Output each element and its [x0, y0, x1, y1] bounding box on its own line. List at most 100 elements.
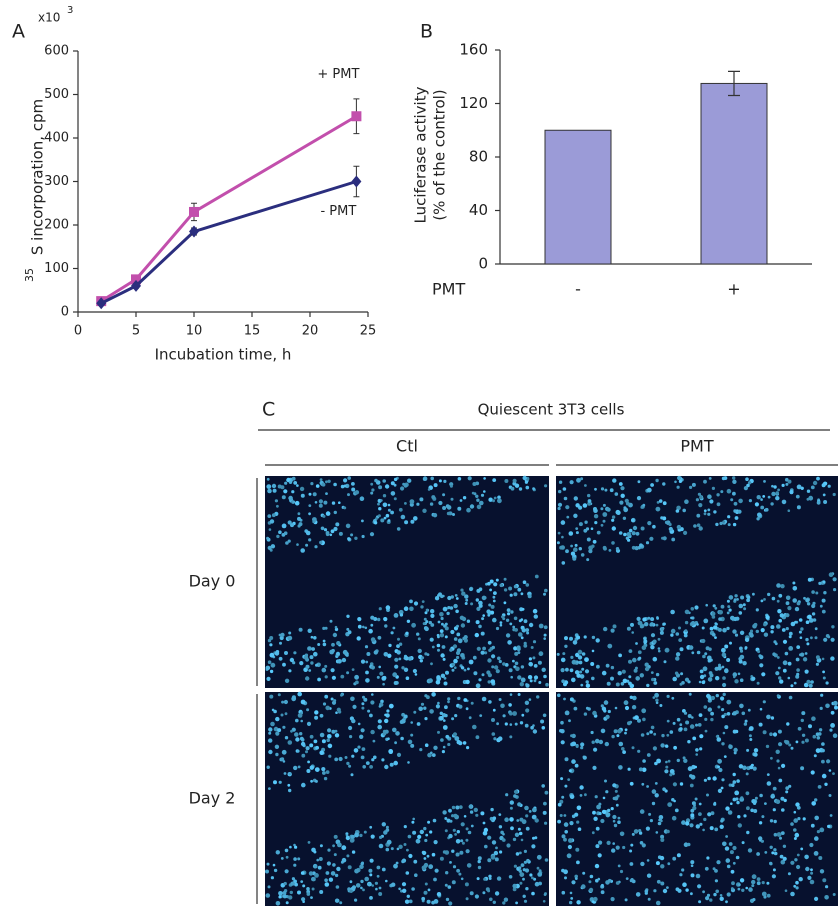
cell-nucleus	[698, 713, 703, 717]
cell-nucleus	[647, 521, 652, 526]
cell-nucleus	[310, 779, 313, 783]
cell-nucleus	[651, 677, 655, 682]
cell-nucleus	[525, 683, 528, 686]
cell-nucleus	[392, 626, 396, 630]
cell-nucleus	[380, 518, 385, 523]
x-tick-label: +	[727, 280, 740, 299]
cell-nucleus	[641, 767, 647, 773]
cell-nucleus	[820, 693, 824, 697]
cell-nucleus	[393, 477, 398, 482]
cell-nucleus	[623, 532, 627, 537]
cell-nucleus	[723, 755, 727, 758]
cell-nucleus	[659, 704, 663, 707]
cell-nucleus	[465, 707, 469, 711]
cell-nucleus	[370, 637, 376, 642]
cell-nucleus	[687, 714, 692, 718]
cell-nucleus	[626, 532, 632, 537]
cell-nucleus	[357, 745, 361, 749]
cell-nucleus	[532, 640, 537, 644]
cell-nucleus	[441, 622, 444, 626]
cell-nucleus	[795, 880, 799, 885]
micrographs	[265, 475, 838, 906]
cell-nucleus	[319, 713, 324, 718]
cell-nucleus	[624, 898, 628, 902]
cell-nucleus	[695, 873, 701, 879]
cell-nucleus	[357, 722, 361, 726]
cell-nucleus	[560, 720, 564, 725]
cell-nucleus	[476, 646, 481, 651]
cell-nucleus	[649, 819, 654, 823]
cell-nucleus	[278, 633, 282, 637]
cell-nucleus	[297, 512, 301, 516]
cell-nucleus	[714, 622, 718, 625]
cell-nucleus	[715, 889, 719, 894]
cell-nucleus	[703, 817, 707, 822]
cell-nucleus	[681, 820, 686, 825]
cell-nucleus	[752, 766, 757, 771]
cell-nucleus	[660, 864, 665, 869]
y-tick-label: 300	[44, 174, 69, 189]
cell-nucleus	[433, 483, 438, 488]
cell-nucleus	[727, 523, 731, 527]
cell-nucleus	[575, 745, 579, 748]
cell-nucleus	[793, 818, 798, 823]
cell-nucleus	[361, 706, 365, 710]
cell-nucleus	[776, 832, 782, 837]
cell-nucleus	[451, 849, 455, 853]
cell-nucleus	[592, 710, 597, 716]
cell-nucleus	[371, 693, 374, 696]
cell-nucleus	[463, 638, 468, 643]
cell-nucleus	[402, 482, 406, 486]
cell-nucleus	[346, 854, 350, 858]
cell-nucleus	[613, 823, 618, 828]
cell-nucleus	[487, 581, 491, 586]
cell-nucleus	[808, 683, 813, 688]
cell-nucleus	[322, 702, 327, 706]
cell-nucleus	[670, 633, 674, 637]
cell-nucleus	[785, 477, 789, 482]
cell-nucleus	[467, 830, 472, 835]
cell-nucleus	[333, 699, 337, 703]
cell-nucleus	[678, 626, 681, 630]
cell-nucleus	[394, 664, 399, 669]
cell-nucleus	[310, 482, 314, 486]
cell-nucleus	[311, 877, 316, 882]
cell-nucleus	[726, 892, 731, 897]
cell-nucleus	[323, 776, 328, 781]
cell-nucleus	[524, 700, 530, 705]
cell-nucleus	[686, 842, 691, 847]
cell-nucleus	[809, 879, 815, 885]
cell-nucleus	[493, 850, 499, 856]
cell-nucleus	[503, 577, 507, 581]
cell-nucleus	[703, 618, 709, 624]
cell-nucleus	[811, 801, 816, 806]
cell-nucleus	[519, 872, 525, 877]
cell-nucleus	[398, 887, 401, 891]
cell-nucleus	[387, 508, 391, 512]
cell-nucleus	[815, 655, 820, 660]
cell-nucleus	[365, 670, 369, 675]
cell-nucleus	[803, 596, 806, 600]
cell-nucleus	[557, 506, 561, 511]
cell-nucleus	[266, 536, 270, 540]
cell-nucleus	[629, 695, 633, 699]
cell-nucleus	[792, 598, 797, 603]
cell-nucleus	[796, 505, 801, 510]
cell-nucleus	[520, 636, 524, 640]
cell-nucleus	[560, 545, 565, 550]
cell-nucleus	[571, 880, 576, 885]
cell-nucleus	[665, 765, 669, 769]
cell-nucleus	[565, 505, 570, 510]
cell-nucleus	[407, 656, 412, 661]
cell-nucleus	[309, 655, 314, 660]
cell-nucleus	[510, 675, 513, 679]
cell-nucleus	[605, 714, 610, 720]
cell-nucleus	[605, 663, 610, 668]
cell-nucleus	[766, 893, 771, 898]
cell-nucleus	[816, 830, 821, 834]
cell-nucleus	[681, 868, 685, 872]
cell-nucleus	[285, 855, 289, 859]
cell-nucleus	[750, 808, 754, 813]
cell-nucleus	[334, 729, 338, 733]
